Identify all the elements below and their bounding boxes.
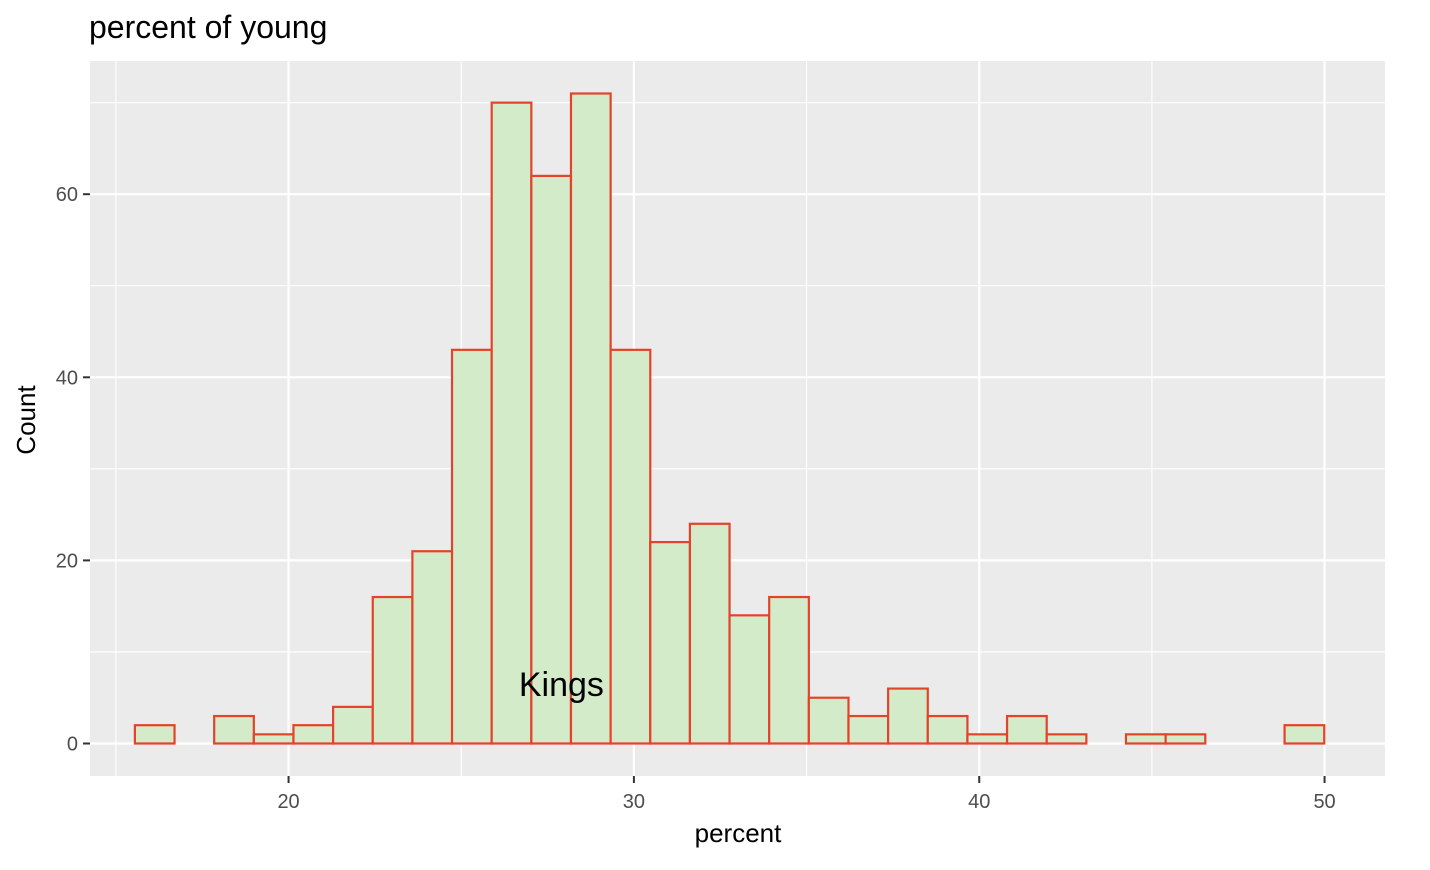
histogram-bar: [292, 724, 335, 745]
histogram-bar: [450, 348, 493, 745]
histogram-bar: [1045, 733, 1088, 745]
histogram-bar: [1164, 733, 1207, 745]
y-tick-label: 0: [67, 734, 78, 756]
x-tick-label: 50: [1313, 791, 1335, 813]
histogram-bar: [252, 733, 295, 745]
histogram-bars: [133, 92, 1326, 745]
histogram-bar: [490, 101, 533, 745]
histogram-bar: [609, 348, 652, 745]
histogram-bar: [926, 714, 969, 745]
histogram-bar: [133, 724, 176, 745]
y-axis: 0 20 40 60: [56, 184, 90, 756]
x-axis-title: percent: [695, 818, 782, 848]
annotation-label: Kings: [519, 666, 604, 704]
x-axis: 20 30 40 50: [277, 776, 1336, 813]
histogram-bar: [768, 595, 810, 745]
histogram-bar: [530, 174, 573, 745]
histogram-bar: [411, 550, 454, 745]
histogram-bar: [807, 696, 850, 745]
histogram-bar: [213, 714, 255, 745]
histogram-bar: [569, 92, 612, 745]
histogram-bar: [728, 614, 771, 745]
chart-title: percent of young: [89, 9, 327, 45]
histogram-bar: [847, 714, 890, 745]
histogram-bar: [688, 522, 731, 745]
histogram-bar: [1005, 714, 1048, 745]
x-tick-label: 30: [623, 791, 645, 813]
y-tick-label: 60: [56, 184, 78, 206]
histogram-bar: [371, 595, 414, 745]
x-tick-label: 20: [277, 791, 299, 813]
histogram-bar: [1283, 724, 1326, 745]
histogram-bar: [887, 687, 929, 745]
y-tick-label: 20: [56, 550, 78, 572]
y-tick-label: 40: [56, 367, 78, 389]
y-axis-title: Count: [11, 385, 41, 455]
histogram-bar: [966, 733, 1009, 745]
histogram-bar: [332, 705, 374, 745]
histogram-bar: [1124, 733, 1167, 745]
histogram-bar: [649, 540, 692, 745]
x-tick-label: 40: [968, 791, 990, 813]
